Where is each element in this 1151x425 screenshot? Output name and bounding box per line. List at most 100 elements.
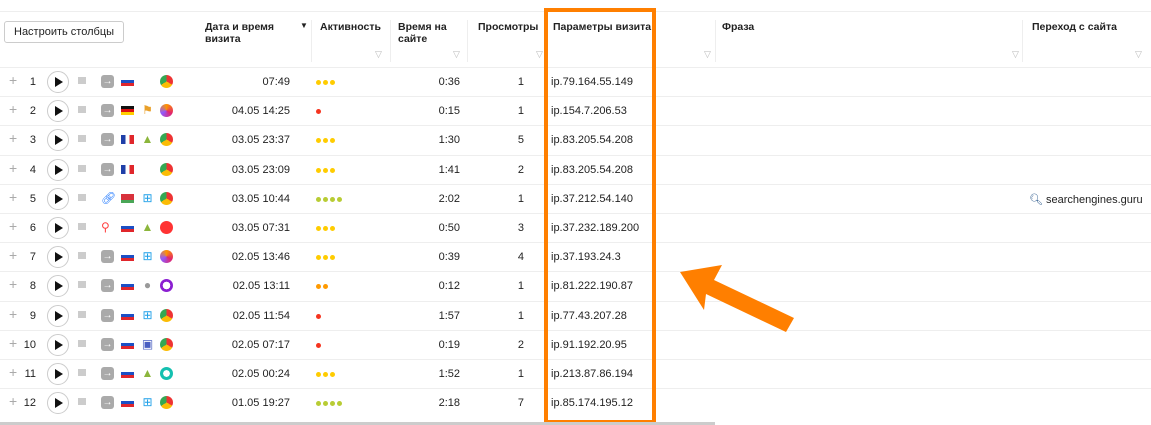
- filter-icon[interactable]: ▽: [1135, 49, 1142, 59]
- country-flag-ru-icon: [121, 281, 134, 291]
- play-icon[interactable]: [47, 275, 69, 298]
- play-icon[interactable]: [47, 187, 69, 210]
- play-icon[interactable]: [47, 158, 69, 181]
- table-row[interactable]: + 11 → ▲ 02.05 00:24 1:52 1 ip.213.87.86…: [0, 359, 1151, 389]
- activity-dot: [316, 226, 321, 231]
- country-flag-ru-icon: [121, 339, 134, 349]
- country-flag-fr-icon: [121, 135, 134, 145]
- expand-icon[interactable]: +: [9, 218, 18, 234]
- row-number: 9: [29, 309, 36, 322]
- play-icon[interactable]: [47, 333, 69, 356]
- activity-dot: [323, 255, 328, 261]
- play-icon[interactable]: [47, 217, 69, 239]
- bookmark-flag-icon[interactable]: [78, 369, 86, 376]
- table-row[interactable]: + 6 ⚲ ▲ 03.05 07:31 0:50 3 ip.37.232.189…: [0, 213, 1151, 243]
- play-icon[interactable]: [47, 100, 69, 123]
- activity-dot: [323, 196, 328, 202]
- bookmark-flag-icon[interactable]: [78, 281, 86, 289]
- play-icon[interactable]: [47, 71, 69, 93]
- expand-icon[interactable]: +: [9, 364, 18, 380]
- filter-icon[interactable]: ▽: [1012, 49, 1019, 59]
- os-none-icon: [141, 75, 154, 88]
- time-on-site: 0:50: [438, 222, 460, 234]
- table-row[interactable]: + 10 → ▣ 02.05 07:17 0:19 2 ip.91.192.20…: [0, 329, 1151, 360]
- header-date[interactable]: Дата и время визита: [205, 21, 275, 45]
- expand-icon[interactable]: +: [9, 159, 18, 176]
- bookmark-flag-icon[interactable]: [78, 193, 86, 201]
- visit-date: 02.05 13:11: [232, 280, 290, 293]
- row-number: 10: [23, 338, 36, 351]
- visit-date: 03.05 23:09: [231, 163, 290, 176]
- expand-icon[interactable]: +: [9, 334, 18, 351]
- page-views: 1: [517, 105, 524, 118]
- bookmark-flag-icon[interactable]: [78, 339, 86, 347]
- filter-icon[interactable]: ▽: [536, 49, 543, 59]
- bookmark-flag-icon[interactable]: [78, 223, 86, 230]
- os-none-icon: [141, 163, 154, 176]
- play-icon[interactable]: [47, 129, 69, 152]
- expand-icon[interactable]: +: [9, 393, 18, 410]
- table-row[interactable]: + 2 → ⚑ 04.05 14:25 0:15 1 ip.154.7.206.…: [0, 96, 1151, 126]
- page-views: 5: [517, 134, 524, 147]
- play-icon[interactable]: [47, 363, 69, 385]
- expand-icon[interactable]: +: [9, 72, 18, 88]
- time-on-site: 1:57: [438, 309, 460, 322]
- header-time[interactable]: Время на сайте: [398, 21, 447, 45]
- expand-icon[interactable]: +: [9, 101, 18, 118]
- expand-icon[interactable]: +: [9, 247, 18, 264]
- expand-icon[interactable]: +: [9, 130, 18, 147]
- activity-indicator: [316, 372, 335, 377]
- bookmark-flag-icon[interactable]: [78, 398, 86, 406]
- direct-visit-icon: →: [101, 367, 114, 380]
- header-phrase[interactable]: Фраза: [722, 21, 755, 33]
- sort-desc-icon[interactable]: ▼: [300, 21, 308, 30]
- page-views: 7: [517, 397, 524, 410]
- bookmark-flag-icon[interactable]: [78, 135, 86, 143]
- header-activity[interactable]: Активность: [320, 21, 381, 33]
- table-row[interactable]: + 9 → ⊞ 02.05 11:54 1:57 1 ip.77.43.207.…: [0, 300, 1151, 331]
- filter-icon[interactable]: ▽: [453, 49, 460, 59]
- filter-icon[interactable]: ▽: [704, 49, 711, 59]
- os-mac-icon: ▣: [141, 336, 154, 351]
- visit-params: ip.83.205.54.208: [551, 163, 633, 176]
- header-params[interactable]: Параметры визита: [553, 21, 652, 33]
- table-row[interactable]: + 12 → ⊞ 01.05 19:27 2:18 7 ip.85.174.19…: [0, 388, 1151, 418]
- filter-icon[interactable]: ▽: [375, 49, 382, 59]
- direct-visit-icon: →: [101, 133, 114, 147]
- visit-params: ip.37.212.54.140: [551, 192, 633, 205]
- table-row[interactable]: + 8 → ● 02.05 13:11 0:12 1 ip.81.222.190…: [0, 271, 1151, 301]
- bookmark-flag-icon[interactable]: [78, 106, 86, 114]
- direct-visit-icon: →: [101, 308, 114, 322]
- page-views: 1: [517, 192, 524, 205]
- visit-date: 02.05 13:46: [231, 251, 290, 264]
- header-views[interactable]: Просмотры: [478, 21, 539, 33]
- expand-icon[interactable]: +: [9, 188, 18, 205]
- play-icon[interactable]: [47, 392, 69, 415]
- expand-icon[interactable]: +: [9, 276, 18, 293]
- table-row[interactable]: + 7 → ⊞ 02.05 13:46 0:39 4 ip.37.193.24.…: [0, 242, 1151, 272]
- visit-date: 02.05 11:54: [232, 309, 290, 322]
- table-row[interactable]: + 4 → 03.05 23:09 1:41 2 ip.83.205.54.20…: [0, 154, 1151, 185]
- table-row[interactable]: + 5 🔗︎ ⊞ 03.05 10:44 2:02 1 ip.37.212.54…: [0, 183, 1151, 214]
- horizontal-scrollbar[interactable]: [0, 422, 715, 425]
- expand-icon[interactable]: +: [9, 305, 18, 322]
- activity-dot: [330, 226, 335, 231]
- referrer-link[interactable]: 🔍︎ searchengines.guru: [1029, 193, 1143, 206]
- bookmark-flag-icon[interactable]: [78, 77, 86, 84]
- table-row[interactable]: + 3 → ▲ 03.05 23:37 1:30 5 ip.83.205.54.…: [0, 125, 1151, 155]
- visit-date: 03.05 07:31: [231, 222, 290, 234]
- bookmark-flag-icon[interactable]: [78, 310, 86, 318]
- column-divider: [1022, 20, 1023, 62]
- bookmark-flag-icon[interactable]: [78, 164, 86, 172]
- activity-dot: [323, 372, 328, 377]
- activity-dot: [323, 138, 328, 144]
- row-number: 8: [29, 280, 36, 293]
- browser-chrome-icon: [160, 75, 173, 88]
- play-icon[interactable]: [47, 246, 69, 269]
- header-referrer[interactable]: Переход с сайта: [1032, 21, 1117, 33]
- table-row[interactable]: + 1 → 07:49 0:36 1 ip.79.164.55.149: [0, 67, 1151, 97]
- configure-columns-button[interactable]: Настроить столбцы: [4, 21, 125, 43]
- play-icon[interactable]: [47, 304, 69, 327]
- visit-params: ip.37.232.189.200: [551, 222, 640, 234]
- bookmark-flag-icon[interactable]: [78, 252, 86, 260]
